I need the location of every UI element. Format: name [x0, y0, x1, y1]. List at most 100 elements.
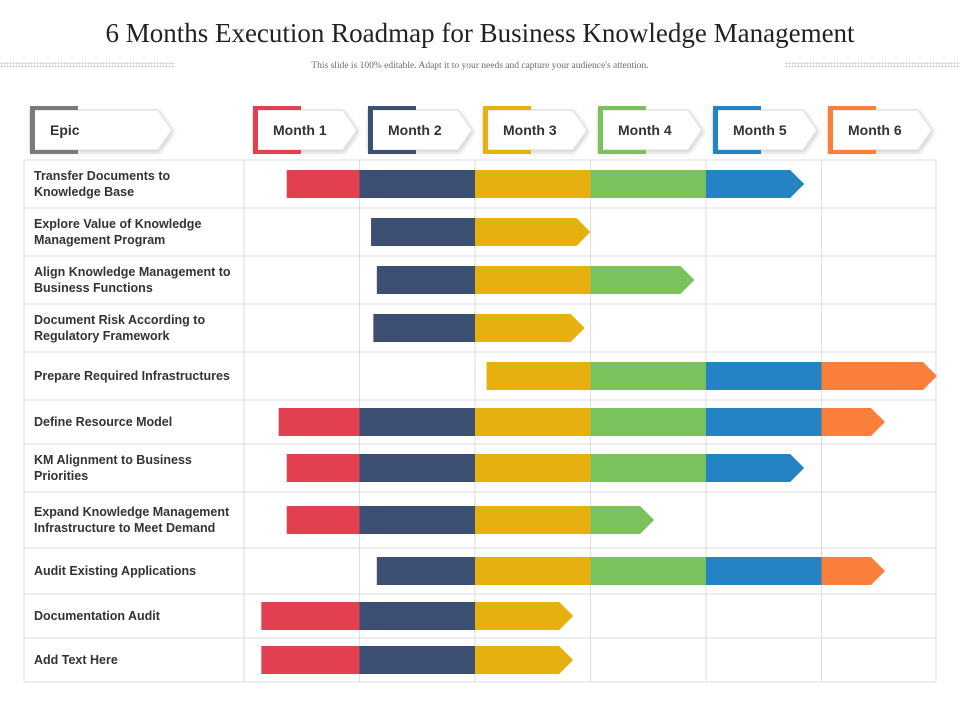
bar-segment-month-2	[359, 506, 476, 534]
bar-segment-month-3	[486, 362, 591, 390]
epic-header-label: Epic	[50, 122, 80, 138]
month-header-6: Month 6	[827, 106, 933, 154]
bar-segment-month-3	[475, 314, 585, 342]
task-bar	[261, 646, 574, 674]
task-label: KM Alignment to Business Priorities	[34, 444, 239, 492]
month-header-4: Month 4	[597, 106, 703, 154]
month-header-label: Month 1	[273, 122, 327, 138]
bar-segment-month-1	[261, 646, 360, 674]
task-label: Define Resource Model	[34, 400, 239, 444]
month-header-1: Month 1	[252, 106, 358, 154]
month-header-4-top-accent	[598, 106, 646, 110]
month-header-6-top-accent	[828, 106, 876, 110]
slide-subtitle: This slide is 100% editable. Adapt it to…	[311, 61, 649, 71]
month-header-4-side-accent	[598, 106, 603, 154]
bar-segment-month-5	[706, 408, 822, 436]
slide-title: 6 Months Execution Roadmap for Business …	[105, 18, 855, 48]
month-header-label: Month 2	[388, 122, 442, 138]
bar-segment-month-5	[706, 557, 822, 585]
task-label: Align Knowledge Management to Business F…	[34, 256, 239, 304]
task-label-text: Audit Existing Applications	[34, 564, 197, 578]
month-header-1-side-accent	[253, 106, 258, 154]
epic-header: Epic	[29, 106, 173, 154]
bar-segment-month-1	[261, 602, 360, 630]
task-label: Prepare Required Infrastructures	[34, 352, 239, 400]
bar-segment-month-6	[821, 362, 937, 390]
month-header-2-top-accent	[368, 106, 416, 110]
month-header-1-top-accent	[253, 106, 301, 110]
bar-segment-month-4	[590, 408, 707, 436]
bar-segment-month-3	[475, 408, 591, 436]
bar-segment-month-3	[475, 454, 591, 482]
bar-segment-month-4	[590, 170, 707, 198]
epic-header-bottom-accent	[30, 150, 78, 154]
month-header-label: Month 3	[503, 122, 557, 138]
task-bar	[486, 362, 937, 390]
month-header-3-bottom-accent	[483, 150, 531, 154]
task-bar	[376, 557, 886, 585]
task-label: Expand Knowledge Management Infrastructu…	[34, 492, 239, 548]
month-header-2-side-accent	[368, 106, 373, 154]
bar-segment-month-3	[475, 266, 591, 294]
bar-segment-month-3	[475, 218, 591, 246]
bar-segment-month-3	[475, 646, 574, 674]
bar-segment-month-6	[821, 408, 886, 436]
month-header-3-side-accent	[483, 106, 488, 154]
month-header-2: Month 2	[367, 106, 473, 154]
task-label-text: Prepare Required Infrastructures	[34, 369, 230, 383]
task-bar	[278, 408, 886, 436]
task-bar	[261, 602, 574, 630]
bar-segment-month-5	[706, 454, 805, 482]
month-header-label: Month 4	[618, 122, 672, 138]
bar-segment-month-2	[359, 646, 476, 674]
task-label: Explore Value of Knowledge Management Pr…	[34, 208, 239, 256]
task-label: Documentation Audit	[34, 594, 239, 638]
task-label: Add Text Here	[34, 638, 239, 682]
month-header-4-bottom-accent	[598, 150, 646, 154]
bar-segment-month-2	[359, 602, 476, 630]
task-bar	[286, 454, 805, 482]
bar-segment-month-3	[475, 506, 591, 534]
bar-segment-month-4	[590, 506, 655, 534]
bar-segment-month-1	[286, 170, 360, 198]
bar-segment-month-1	[278, 408, 360, 436]
bar-segment-month-2	[359, 408, 476, 436]
bar-segment-month-4	[590, 266, 695, 294]
task-bar	[286, 506, 655, 534]
task-label: Transfer Documents to Knowledge Base	[34, 160, 239, 208]
bar-segment-month-1	[286, 454, 360, 482]
bar-segment-month-5	[706, 170, 805, 198]
bar-segment-month-2	[359, 454, 476, 482]
bar-segment-month-1	[286, 506, 360, 534]
bar-segment-month-4	[590, 454, 707, 482]
task-bar	[286, 170, 805, 198]
task-bar	[373, 314, 585, 342]
bar-segment-month-3	[475, 170, 591, 198]
month-header-label: Month 5	[733, 122, 787, 138]
bar-segment-month-2	[371, 218, 476, 246]
task-label-text: Documentation Audit	[34, 609, 160, 623]
task-label-text: Explore Value of Knowledge Management Pr…	[34, 217, 202, 247]
epic-header-side-accent	[30, 106, 35, 154]
month-header-3-top-accent	[483, 106, 531, 110]
month-header-5-top-accent	[713, 106, 761, 110]
bar-segment-month-5	[706, 362, 822, 390]
task-label-text: Define Resource Model	[34, 415, 173, 429]
bar-segment-month-6	[821, 557, 886, 585]
month-header-1-bottom-accent	[253, 150, 301, 154]
task-label: Audit Existing Applications	[34, 548, 239, 594]
bar-segment-month-3	[475, 557, 591, 585]
bar-segment-month-2	[376, 557, 476, 585]
month-header-2-bottom-accent	[368, 150, 416, 154]
dotted-rule-right	[785, 62, 960, 68]
dotted-rule-left	[0, 62, 175, 68]
task-label-text: Add Text Here	[34, 653, 118, 667]
task-label-text: Document Risk According to Regulatory Fr…	[34, 313, 206, 343]
month-header-5: Month 5	[712, 106, 818, 154]
bar-segment-month-2	[359, 170, 476, 198]
task-bar	[371, 218, 591, 246]
epic-header-top-accent	[30, 106, 78, 110]
month-header-5-bottom-accent	[713, 150, 761, 154]
bar-segment-month-2	[373, 314, 476, 342]
